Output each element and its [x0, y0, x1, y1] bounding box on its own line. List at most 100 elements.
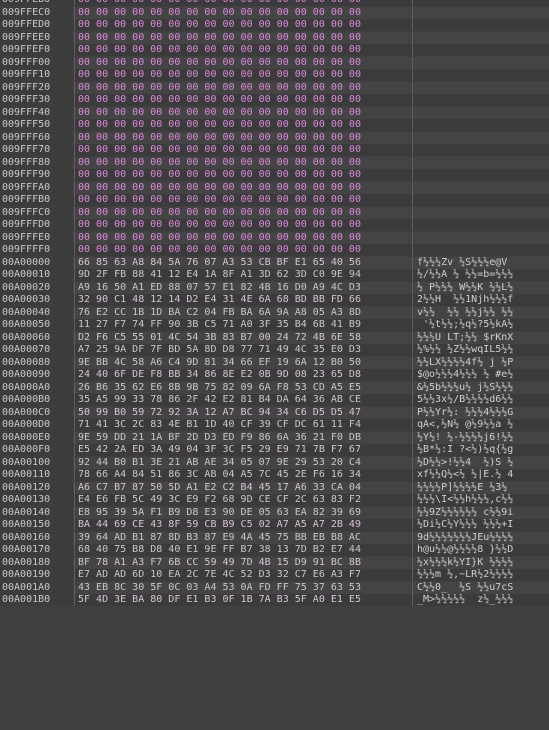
- row-hex-bytes[interactable]: 00 00 00 00 00 00 00 00 00 00 00 00 00 0…: [78, 219, 361, 230]
- row-hex-bytes[interactable]: E8 95 39 5A F1 B9 D8 E3 90 DE 05 63 EA 8…: [78, 506, 361, 518]
- hex-row[interactable]: 009FFFB0 00 00 00 00 00 00 00 00 00 00 00…: [0, 194, 549, 206]
- hex-row[interactable]: 00A00010 9D 2F FB 88 41 12 E4 1A 8F A1 3D…: [0, 269, 549, 281]
- hex-row[interactable]: 009FFED0 00 00 00 00 00 00 00 00 00 00 00…: [0, 19, 549, 31]
- row-hex-bytes[interactable]: 9E BB 4C 58 A6 C4 9D 81 34 66 EF 19 6A 1…: [78, 356, 361, 368]
- hex-row[interactable]: 009FFEE0 00 00 00 00 00 00 00 00 00 00 00…: [0, 31, 549, 44]
- hex-row[interactable]: 00A00160 39 64 AD B1 87 8D B3 87 E9 4A 45…: [0, 531, 549, 544]
- row-ascii-text[interactable]: ½½½½P]½½½½E ½3½: [417, 481, 514, 493]
- hex-row[interactable]: 00A00020 A9 16 50 A1 ED 88 07 57 E1 82 4B…: [0, 281, 549, 294]
- row-hex-bytes[interactable]: 00 00 00 00 00 00 00 00 00 00 00 00 00 0…: [78, 106, 361, 118]
- row-ascii-text[interactable]: ½Di½C½Y½½½ ½½½+I: [417, 519, 514, 530]
- row-ascii-text[interactable]: xf½½Q½<½ ½|E.½ 4: [417, 469, 514, 480]
- hex-row[interactable]: 009FFFC0 00 00 00 00 00 00 00 00 00 00 00…: [0, 206, 549, 219]
- row-hex-bytes[interactable]: 00 00 00 00 00 00 00 00 00 00 00 00 00 0…: [78, 206, 361, 218]
- row-hex-bytes[interactable]: 00 00 00 00 00 00 00 00 00 00 00 00 00 0…: [78, 94, 361, 105]
- hex-row[interactable]: 00A000C0 50 99 B0 59 72 92 3A 12 A7 BC 94…: [0, 406, 549, 419]
- row-hex-bytes[interactable]: 35 A5 99 33 78 86 2F 42 E2 81 B4 DA 64 3…: [78, 394, 361, 405]
- hex-row[interactable]: 009FFFA0 00 00 00 00 00 00 00 00 00 00 00…: [0, 181, 549, 194]
- row-hex-bytes[interactable]: 9E 59 DD 21 1A BF 2D D3 ED F9 86 6A 36 2…: [78, 431, 361, 443]
- row-hex-bytes[interactable]: 00 00 00 00 00 00 00 00 00 00 00 00 00 0…: [78, 181, 361, 193]
- hex-row[interactable]: 00A00090 24 40 6F DE F8 BB 34 86 8E E2 0B…: [0, 369, 549, 381]
- row-hex-bytes[interactable]: 76 E2 CC 1B 1D BA C2 04 FB BA 6A 9A A8 0…: [78, 306, 361, 318]
- row-hex-bytes[interactable]: 00 00 00 00 00 00 00 00 00 00 00 00 00 0…: [78, 44, 361, 55]
- row-hex-bytes[interactable]: 00 00 00 00 00 00 00 00 00 00 00 00 00 0…: [78, 69, 361, 80]
- row-hex-bytes[interactable]: 00 00 00 00 00 00 00 00 00 00 00 00 00 0…: [78, 119, 361, 130]
- row-ascii-text[interactable]: P½½Yr½: ½½½4½½½G: [417, 406, 514, 418]
- row-ascii-text[interactable]: ½½9Z½½½½½½ c½½9i: [417, 506, 514, 518]
- hex-row[interactable]: 009FFEF0 00 00 00 00 00 00 00 00 00 00 00…: [0, 44, 549, 56]
- row-hex-bytes[interactable]: 00 00 00 00 00 00 00 00 00 00 00 00 00 0…: [78, 144, 361, 155]
- row-hex-bytes[interactable]: 00 00 00 00 00 00 00 00 00 00 00 00 00 0…: [78, 194, 361, 205]
- row-hex-bytes[interactable]: A6 C7 B7 87 50 5D A1 E2 C2 B4 45 17 A6 3…: [78, 481, 361, 493]
- row-ascii-text[interactable]: h@u½½@½½½½8 }½½D: [417, 544, 514, 555]
- hex-row[interactable]: 00A00080 9E BB 4C 58 A6 C4 9D 81 34 66 EF…: [0, 356, 549, 369]
- row-hex-bytes[interactable]: 66 85 63 A8 84 5A 76 07 A3 53 CB BF E1 6…: [78, 256, 361, 268]
- row-hex-bytes[interactable]: D2 F6 C5 55 01 4C 54 3B 83 B7 00 24 72 4…: [78, 331, 361, 343]
- row-hex-bytes[interactable]: BA 44 69 CE 43 8F 59 CB B9 C5 02 A7 A5 A…: [78, 519, 361, 530]
- row-hex-bytes[interactable]: E4 E6 FB 5C 49 3C E9 F2 68 9D CE CF 2C 6…: [78, 494, 361, 505]
- row-hex-bytes[interactable]: 32 90 C1 48 12 14 D2 E4 31 4E 6A 68 BD B…: [78, 294, 361, 305]
- hex-row[interactable]: 00A00130 E4 E6 FB 5C 49 3C E9 F2 68 9D CE…: [0, 494, 549, 506]
- row-ascii-text[interactable]: ½x½½½k½YI}K ½½½½: [417, 556, 514, 568]
- hex-row[interactable]: 00A00100 92 44 B0 B1 3E 21 AB AE 34 05 07…: [0, 456, 549, 469]
- row-hex-bytes[interactable]: 00 00 00 00 00 00 00 00 00 00 00 00 00 0…: [78, 156, 361, 168]
- row-hex-bytes[interactable]: 39 64 AD B1 87 8D B3 87 E9 4A 45 75 BB E…: [78, 531, 361, 543]
- row-ascii-text[interactable]: f½½½Zv ½S½½½e@V: [417, 256, 508, 268]
- row-hex-bytes[interactable]: 71 41 3C 2C 83 4E B1 1D 40 CF 39 CF DC 6…: [78, 419, 361, 430]
- hex-row[interactable]: 00A00030 32 90 C1 48 12 14 D2 E4 31 4E 6A…: [0, 294, 549, 306]
- row-hex-bytes[interactable]: 00 00 00 00 00 00 00 00 00 00 00 00 00 0…: [78, 0, 361, 5]
- hex-row[interactable]: 009FFF70 00 00 00 00 00 00 00 00 00 00 00…: [0, 144, 549, 156]
- hex-row[interactable]: 00A000E0 9E 59 DD 21 1A BF 2D D3 ED F9 86…: [0, 431, 549, 444]
- row-hex-bytes[interactable]: 11 27 F7 74 FF 90 3B C5 71 A0 3F 35 B4 6…: [78, 319, 361, 330]
- row-hex-bytes[interactable]: 68 40 75 B8 D8 40 E1 9E FF B7 38 13 7D B…: [78, 544, 361, 555]
- hex-row[interactable]: 00A000A0 26 B6 35 62 E6 8B 9B 75 82 09 6A…: [0, 381, 549, 394]
- hex-row[interactable]: 00A00140 E8 95 39 5A F1 B9 D8 E3 90 DE 05…: [0, 506, 549, 519]
- hex-row[interactable]: 00A00070 A7 25 9A DF 7F BD 5A 8D D8 77 71…: [0, 344, 549, 356]
- row-hex-bytes[interactable]: 50 99 B0 59 72 92 3A 12 A7 BC 94 34 C6 D…: [78, 406, 361, 418]
- hex-row[interactable]: 009FFF60 00 00 00 00 00 00 00 00 00 00 00…: [0, 131, 549, 144]
- hex-row[interactable]: 009FFF30 00 00 00 00 00 00 00 00 00 00 00…: [0, 94, 549, 106]
- hex-row[interactable]: 009FFF80 00 00 00 00 00 00 00 00 00 00 00…: [0, 156, 549, 169]
- hex-row[interactable]: 00A00120 A6 C7 B7 87 50 5D A1 E2 C2 B4 45…: [0, 481, 549, 494]
- row-ascii-text[interactable]: qA<,½N½ @½9½½a ½: [417, 419, 514, 430]
- hex-row[interactable]: 009FFF40 00 00 00 00 00 00 00 00 00 00 00…: [0, 106, 549, 119]
- row-ascii-text[interactable]: ½ P½½½ W½½K ½½L½: [417, 281, 514, 293]
- row-ascii-text[interactable]: ½B*½:I ?<½)½q{½g: [417, 444, 514, 455]
- row-hex-bytes[interactable]: 24 40 6F DE F8 BB 34 86 8E E2 0B 9D 08 2…: [78, 369, 361, 380]
- row-ascii-text[interactable]: ½½LX½½½½4f½ j ½P: [417, 356, 514, 368]
- row-ascii-text[interactable]: &½5b½½½u½ j½S½½½: [417, 381, 514, 393]
- hex-row[interactable]: 009FFEC0 00 00 00 00 00 00 00 00 00 00 00…: [0, 6, 549, 19]
- row-hex-bytes[interactable]: 00 00 00 00 00 00 00 00 00 00 00 00 00 0…: [78, 6, 361, 18]
- row-hex-bytes[interactable]: 9D 2F FB 88 41 12 E4 1A 8F A1 3D 62 3D C…: [78, 269, 361, 280]
- row-ascii-text[interactable]: _M>½½½½½ z½_½½½: [417, 594, 514, 605]
- row-hex-bytes[interactable]: 00 00 00 00 00 00 00 00 00 00 00 00 00 0…: [78, 19, 361, 30]
- row-hex-bytes[interactable]: E7 AD AD 6D 10 EA 2C 7E 4C 52 D3 32 C7 E…: [78, 569, 361, 580]
- row-hex-bytes[interactable]: 00 00 00 00 00 00 00 00 00 00 00 00 00 0…: [78, 244, 361, 255]
- row-ascii-text[interactable]: ½½½\I<½½h½½½,c½½: [417, 494, 514, 505]
- hex-row[interactable]: 009FFF90 00 00 00 00 00 00 00 00 00 00 00…: [0, 169, 549, 181]
- row-hex-bytes[interactable]: 5F 4D 3E BA 80 DF E1 B3 0F 1B 7A B3 5F A…: [78, 594, 361, 605]
- hex-row[interactable]: 009FFF10 00 00 00 00 00 00 00 00 00 00 00…: [0, 69, 549, 81]
- row-ascii-text[interactable]: ½%½½ ½Z½½wqIL5½½: [417, 344, 514, 355]
- hex-row[interactable]: 009FFF50 00 00 00 00 00 00 00 00 00 00 00…: [0, 119, 549, 131]
- row-ascii-text[interactable]: ½½½m ½,~LR½2½½½½: [417, 569, 514, 580]
- row-ascii-text[interactable]: ½Y½! ½-½½½½j6!½½: [417, 431, 514, 443]
- hex-row[interactable]: 009FFFD0 00 00 00 00 00 00 00 00 00 00 00…: [0, 219, 549, 231]
- row-hex-bytes[interactable]: BF 78 A1 A3 F7 6B CC 59 49 7D 4B 15 D9 9…: [78, 556, 361, 568]
- row-hex-bytes[interactable]: E5 42 2A ED 3A 49 04 3F 3C F5 29 E9 71 7…: [78, 444, 361, 455]
- row-hex-bytes[interactable]: 92 44 B0 B1 3E 21 AB AE 34 05 07 9E 29 5…: [78, 456, 361, 468]
- row-hex-bytes[interactable]: 00 00 00 00 00 00 00 00 00 00 00 00 00 0…: [78, 131, 361, 143]
- hex-row[interactable]: 00A00150 BA 44 69 CE 43 8F 59 CB B9 C5 02…: [0, 519, 549, 531]
- hex-row[interactable]: 009FFF20 00 00 00 00 00 00 00 00 00 00 00…: [0, 81, 549, 94]
- row-ascii-text[interactable]: ½½½U LT;½½ $rKnX: [417, 331, 514, 343]
- hex-row[interactable]: 009FFEB0 00 00 00 00 00 00 00 00 00 00 00…: [0, 0, 549, 6]
- hex-row[interactable]: 00A000D0 71 41 3C 2C 83 4E B1 1D 40 CF 39…: [0, 419, 549, 431]
- row-ascii-text[interactable]: $@o½½½4½½½ ½ #e½: [417, 369, 514, 380]
- row-hex-bytes[interactable]: 00 00 00 00 00 00 00 00 00 00 00 00 00 0…: [78, 169, 361, 180]
- row-ascii-text[interactable]: v½½ ½½ ½½j½½ ½½: [417, 306, 514, 318]
- hex-row[interactable]: 00A000F0 E5 42 2A ED 3A 49 04 3F 3C F5 29…: [0, 444, 549, 456]
- row-hex-bytes[interactable]: 43 EB 8C 30 5F 0C 03 A4 53 0A FD FF 75 3…: [78, 581, 361, 593]
- row-hex-bytes[interactable]: A9 16 50 A1 ED 88 07 57 E1 82 4B 16 D0 A…: [78, 281, 361, 293]
- row-hex-bytes[interactable]: 00 00 00 00 00 00 00 00 00 00 00 00 00 0…: [78, 81, 361, 93]
